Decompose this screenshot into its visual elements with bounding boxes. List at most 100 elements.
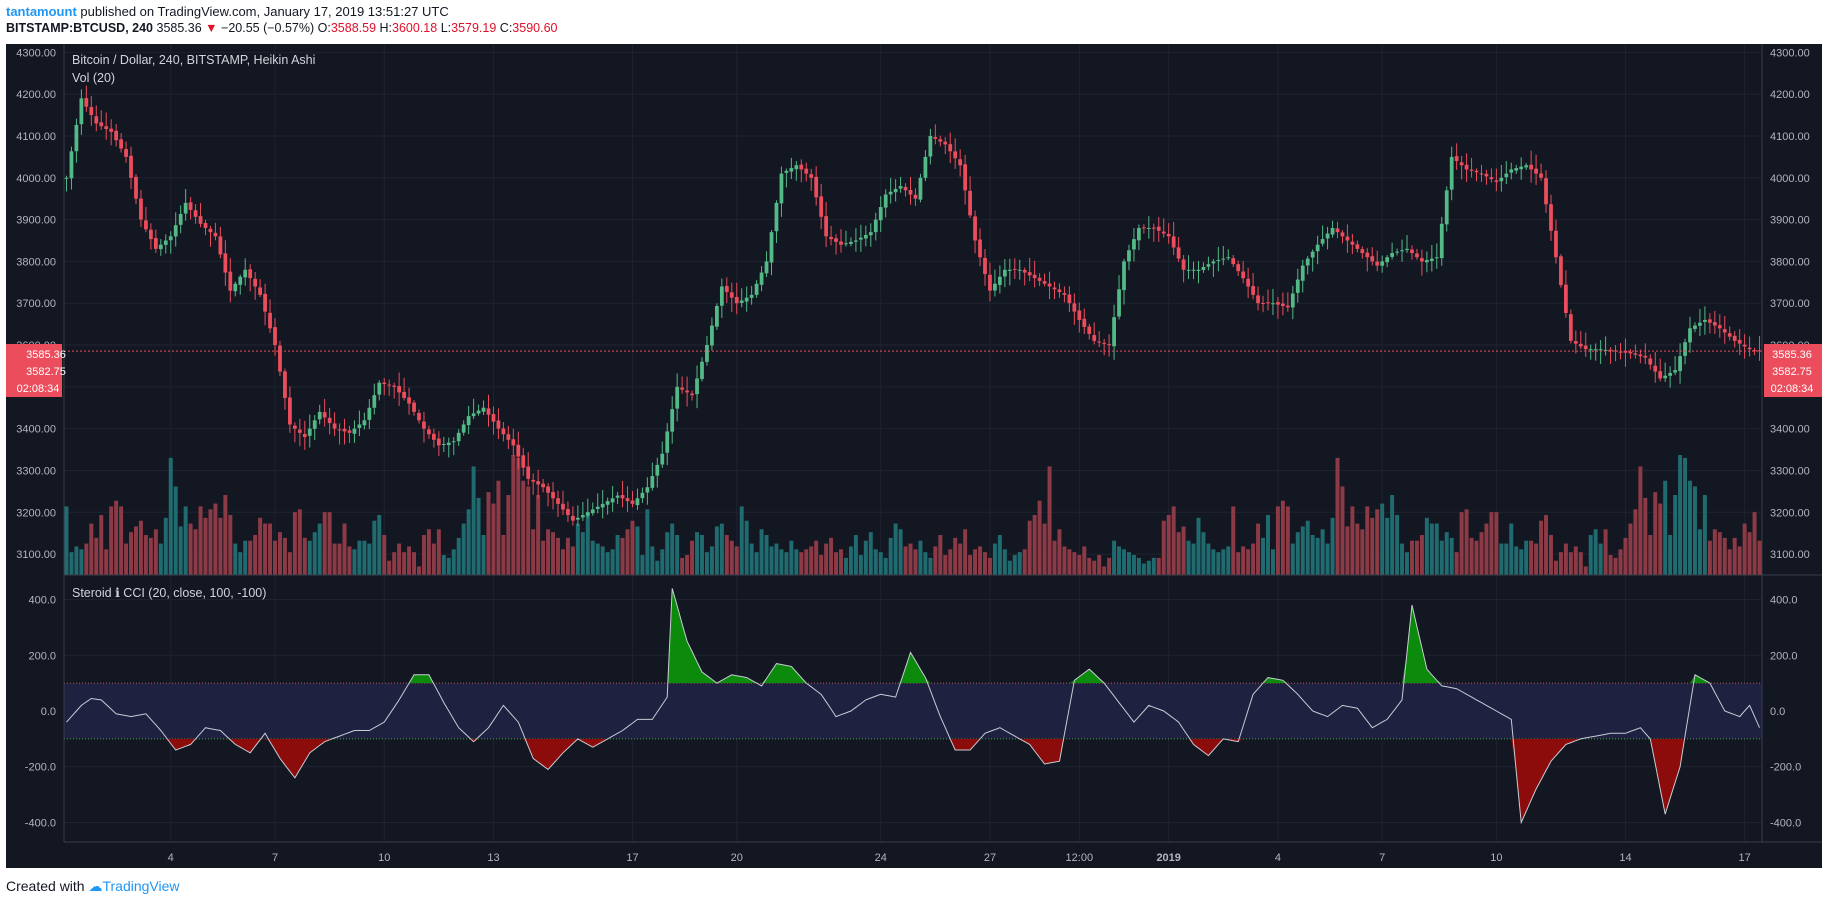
candle-body [69,151,74,179]
volume-bar [620,537,625,575]
volume-bar [1742,523,1747,575]
close-value: 3590.60 [512,21,558,35]
volume-bar [625,529,630,575]
price-tick-left: 4300.00 [16,47,56,59]
price-badge-timer: 02:08:34 [17,383,60,395]
volume-bar [421,535,426,575]
volume-bar [744,520,749,575]
volume-bar [1131,555,1136,575]
volume-bar [953,537,958,575]
publish-info: tantamount published on TradingView.com,… [6,4,449,19]
price-tick-right: 3200.00 [1770,507,1810,519]
volume-bar [317,523,322,575]
volume-bar [1176,532,1181,575]
candle-body [208,228,213,233]
candle-body [918,177,923,200]
candle-body [496,420,501,429]
symbol-info: BITSTAMP:BTCUSD, 240 3585.36 ▼ −20.55 (−… [6,21,557,35]
candle-body [317,411,322,420]
time-tick: 10 [1490,852,1502,864]
candle-body [233,283,238,292]
candle-body [1146,227,1151,229]
candle-body [1544,178,1548,205]
candle-body [1618,351,1623,353]
candle-body [144,220,148,230]
volume-bar [928,557,933,575]
candle-body [1082,318,1087,327]
volume-bar [992,543,997,575]
candle-body [1137,227,1141,241]
candle-body [744,297,749,302]
volume-bar [1454,552,1459,575]
volume-bar [327,512,332,575]
candle-body [173,225,178,237]
author-link[interactable]: tantamount [6,4,77,19]
volume-bar [863,540,868,575]
volume-bar [789,540,794,575]
candle-body [506,434,511,440]
volume-bar [1722,537,1727,575]
candle-body [575,517,580,520]
candle-body [1310,251,1315,258]
candle-body [531,479,536,482]
volume-bar [834,552,839,575]
volume-bar [1057,529,1062,575]
close-label: C: [499,21,513,35]
volume-bar [1285,506,1290,575]
candle-body [1653,365,1658,372]
candle-body [1345,236,1350,241]
candle-body [203,222,208,228]
candle-body [1410,249,1414,254]
volume-bar [322,512,327,575]
candle-body [1191,269,1196,271]
candle-body [441,443,446,445]
volume-bar [1112,540,1117,575]
volume-bar [1017,552,1022,575]
candle-body [719,286,724,306]
candle-body [1280,303,1285,307]
cci-tick-right: -400.0 [1770,817,1801,829]
volume-bar [1107,557,1112,575]
volume-bars [64,455,1762,575]
candle-body [451,441,456,443]
candle-body [754,283,759,295]
tradingview-link[interactable]: TradingView [102,878,180,894]
published-text: published on TradingView.com, January 17… [80,4,449,19]
candle-body [1276,302,1280,305]
volume-bar [377,515,382,575]
candle-body [1628,351,1633,354]
volume-bar [1067,549,1072,575]
candle-body [1519,166,1524,170]
volume-bar [1732,537,1737,575]
candle-body [1122,261,1126,291]
volume-bar [1340,486,1345,575]
time-tick: 7 [1379,852,1385,864]
volume-bar [759,529,764,575]
candle-body [178,214,183,225]
candle-body [1027,272,1032,276]
volume-bar [973,549,978,575]
candle-body [605,501,610,505]
volume-bar [829,537,834,575]
candle-body [1151,227,1156,229]
candle-body [1673,370,1678,373]
volume-bar [1414,540,1419,575]
volume-bar [1539,520,1544,575]
volume-bar [1002,549,1007,575]
candle-body [312,420,317,429]
candle-body [1479,173,1484,175]
candle-body [819,196,824,217]
candle-body [1201,266,1206,270]
volume-bar [1479,532,1484,575]
candle-body [1444,190,1449,225]
volume-bar [1405,552,1409,575]
volume-label: Vol (20) [72,71,115,85]
time-tick: 24 [875,852,887,864]
volume-bar [1628,523,1633,575]
volume-bar [64,506,69,575]
volume-bar [1295,532,1300,575]
volume-bar [1702,495,1707,575]
volume-bar [675,535,680,575]
candle-body [1732,335,1737,341]
